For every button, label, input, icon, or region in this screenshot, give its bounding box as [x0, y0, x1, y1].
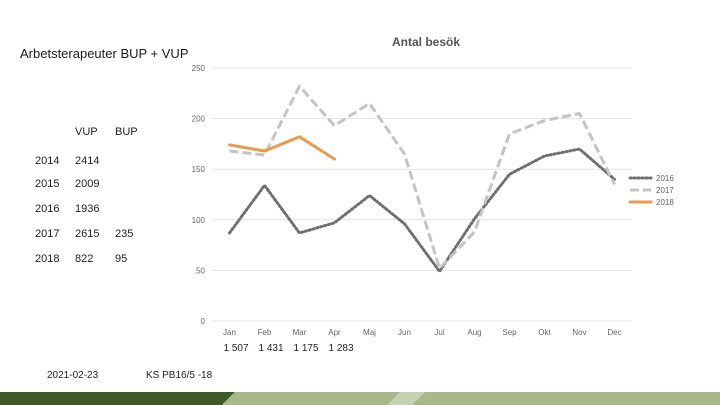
series-line-2017 — [229, 84, 616, 270]
bup-cell: 235 — [115, 228, 134, 240]
year-cell: 2018 — [35, 253, 60, 265]
vup-cell: 822 — [75, 253, 94, 265]
footer-reference: KS PB16/5 -18 — [146, 370, 213, 381]
monthly-total-label: 1 507 — [223, 343, 249, 354]
monthly-total-label: 1 283 — [328, 343, 354, 354]
year-cell: 2014 — [35, 155, 60, 167]
year-cell: 2015 — [35, 178, 60, 190]
monthly-total-label: 1 431 — [258, 343, 284, 354]
vup-cell: 1936 — [75, 203, 100, 215]
x-tick-label: Okt — [538, 328, 551, 337]
vup-cell: 2009 — [75, 178, 100, 190]
x-tick-label: Jan — [223, 328, 236, 337]
y-tick-label: 150 — [192, 165, 206, 174]
y-tick-label: 0 — [201, 317, 206, 326]
x-tick-label: Feb — [258, 328, 272, 337]
monthly-total-label: 1 175 — [293, 343, 319, 354]
x-tick-label: Maj — [363, 328, 376, 337]
year-cell: 2017 — [35, 228, 60, 240]
x-tick-label: Mar — [293, 328, 307, 337]
x-tick-label: Sep — [502, 328, 517, 337]
y-tick-label: 200 — [192, 115, 206, 124]
vup-cell: 2615 — [75, 228, 100, 240]
y-tick-label: 100 — [192, 216, 206, 225]
x-tick-label: Dec — [607, 328, 621, 337]
y-tick-label: 50 — [196, 266, 205, 275]
x-tick-label: Aug — [467, 328, 481, 337]
decorative-footer-band — [0, 392, 720, 405]
y-tick-label: 250 — [192, 64, 206, 73]
year-cell: 2016 — [35, 203, 60, 215]
x-tick-label: Jul — [434, 328, 444, 337]
x-tick-label: Jun — [398, 328, 411, 337]
bup-column-header: BUP — [115, 126, 138, 138]
chart-title: Antal besök — [392, 35, 460, 49]
series-line-2018 — [228, 135, 336, 161]
bup-cell: 95 — [115, 253, 128, 265]
vup-column-header: VUP — [75, 126, 98, 138]
legend-label: 2016 — [656, 174, 674, 183]
legend-label: 2018 — [656, 198, 674, 207]
legend-label: 2017 — [656, 186, 674, 195]
x-tick-label: Nov — [572, 328, 586, 337]
x-tick-label: Apr — [328, 328, 341, 337]
slide-title: Arbetsterapeuter BUP + VUP — [20, 46, 189, 61]
footer-date: 2021-02-23 — [47, 370, 99, 381]
vup-cell: 2414 — [75, 155, 100, 167]
series-line-2016 — [228, 147, 616, 273]
